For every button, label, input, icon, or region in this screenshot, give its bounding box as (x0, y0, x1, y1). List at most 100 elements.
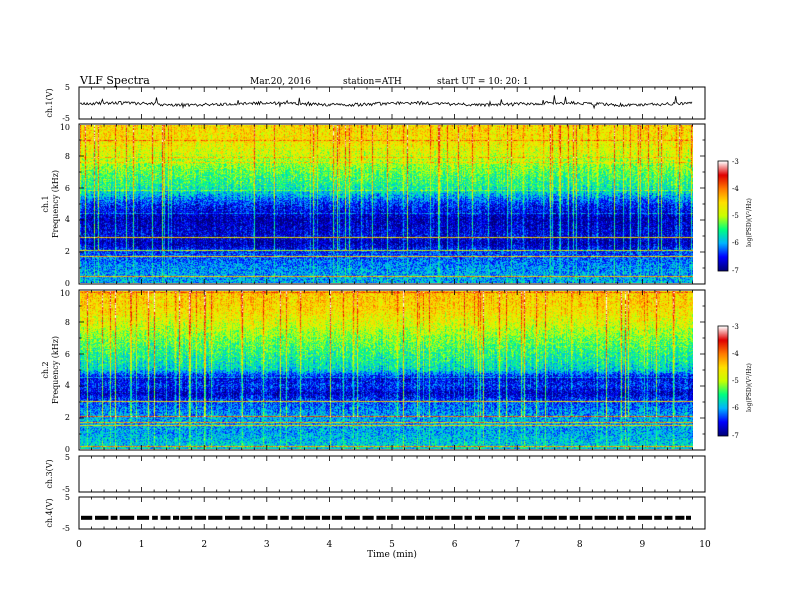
ch1-colorbar-frame (717, 160, 729, 272)
ch4-pulse (608, 515, 616, 520)
ch4-pulse (119, 515, 135, 520)
figure-title: VLF Spectra (79, 74, 150, 87)
ch2-colorbar (718, 326, 728, 436)
ch1-voltage-ylabel: ch.1(V) (45, 88, 54, 117)
ch4-pulse (152, 515, 158, 520)
ch3-ytick-label: -5 (62, 485, 70, 494)
ch4-pulse (321, 515, 331, 520)
ch4-pulse (543, 515, 557, 520)
ch4-pulse (580, 515, 593, 520)
ch4-voltage-ylabel: ch.4(V) (45, 498, 54, 527)
ch4-ytick-label: -5 (62, 524, 70, 533)
x-tick-label: 4 (327, 540, 333, 550)
ch4-pulse (654, 515, 662, 520)
x-tick-label: 3 (264, 540, 270, 550)
ch4-pulse (331, 515, 342, 520)
ch4-pulse (305, 515, 320, 520)
ch4-pulse (569, 515, 579, 520)
ch4-pulse (675, 515, 685, 520)
x-tick-label: 8 (577, 540, 583, 550)
x-tick-label: 5 (389, 540, 395, 550)
ch4-pulse (344, 515, 360, 520)
ch4-pulse (110, 515, 118, 520)
ch3-waveform-frame (78, 455, 706, 493)
ch1-waveform-trace (79, 95, 693, 110)
ch1-freq-ylabel-top: ch.1 (41, 195, 50, 212)
ch4-pulse (617, 515, 624, 520)
ch2-freq-ylabel: Frequency (kHz) (51, 336, 60, 404)
ch4-pulse (137, 515, 150, 520)
ch4-pulse (376, 515, 386, 520)
x-tick-label: 0 (76, 540, 82, 550)
ch1-ytick-label: 5 (65, 83, 70, 92)
ch4-pulse (387, 515, 399, 520)
cbar1-label: log(PSD)(V²/Hz) (746, 198, 753, 247)
spec2-ytick-label: 2 (65, 413, 70, 422)
ch1-ytick-label: -5 (62, 114, 70, 123)
cbar2-tick-label: -3 (732, 323, 739, 331)
x-tick-label: 2 (201, 540, 207, 550)
spec1-ytick-label: 0 (65, 279, 70, 288)
ch4-pulse (252, 515, 265, 520)
ch4-pulse (242, 515, 251, 520)
x-axis-label: Time (min) (367, 549, 417, 560)
cbar1-tick-label: -6 (732, 239, 739, 247)
ch4-ytick-label: 5 (65, 493, 70, 502)
ch4-pulse (280, 515, 289, 520)
spec2-ytick-label: 0 (65, 445, 70, 454)
cbar2-tick-label: -4 (732, 350, 739, 358)
x-tick-label: 6 (452, 540, 458, 550)
figure-start-time: start UT = 10: 20: 1 (437, 77, 529, 87)
cbar2-tick-label: -6 (732, 404, 739, 412)
cbar2-tick-label: -5 (732, 377, 739, 385)
ch4-pulse (502, 515, 515, 520)
ch4-pulse (451, 515, 463, 520)
ch1-colorbar (718, 161, 728, 271)
ch4-pulse (401, 515, 415, 520)
spec2-ytick-label: 6 (65, 350, 70, 359)
ch3-ytick-label: 5 (65, 453, 70, 462)
spec1-ytick-label: 6 (65, 184, 70, 193)
spec2-ytick-label: 8 (65, 318, 70, 327)
ch4-pulse (664, 515, 673, 520)
cbar2-label: log(PSD)(V²/Hz) (746, 363, 753, 412)
ch4-waveform-trace (81, 515, 691, 520)
cbar1-tick-label: -5 (732, 212, 739, 220)
ch4-pulse (464, 515, 472, 520)
cbar2-tick-label: -7 (732, 432, 739, 440)
ch4-pulse (225, 515, 240, 520)
ch4-pulse (638, 515, 653, 520)
axis-ticks (78, 87, 706, 529)
spec1-ytick-label: 8 (65, 152, 70, 161)
ch4-pulse (416, 515, 424, 520)
ch4-pulse (362, 515, 374, 520)
figure-date: Mar.20, 2016 (250, 77, 311, 87)
ch4-pulse (160, 515, 171, 520)
ch4-pulse (558, 515, 567, 520)
ch1-spectrogram (80, 125, 693, 283)
ch4-pulse (594, 515, 608, 520)
ch4-pulse (488, 515, 501, 520)
ch4-pulse (434, 515, 450, 520)
cbar1-tick-label: -3 (732, 158, 739, 166)
ch4-pulse (686, 515, 691, 520)
ch4-pulse (425, 515, 434, 520)
ch4-pulse (180, 515, 193, 520)
spec2-ytick-label: 10 (60, 289, 70, 298)
cbar1-tick-label: -7 (732, 267, 739, 275)
figure-station: station=ATH (343, 77, 402, 87)
spec1-ytick-label: 2 (65, 247, 70, 256)
ch4-pulse (474, 515, 486, 520)
ch1-freq-ylabel: Frequency (kHz) (51, 170, 60, 238)
x-tick-label: 7 (514, 540, 520, 550)
ch4-pulse (527, 515, 543, 520)
spec1-ytick-label: 4 (65, 215, 70, 224)
cbar1-tick-label: -4 (732, 185, 739, 193)
ch4-pulse (291, 515, 304, 520)
ch4-pulse (95, 515, 109, 520)
ch4-pulse (267, 515, 278, 520)
x-tick-label: 1 (139, 540, 145, 550)
x-tick-label: 10 (699, 540, 711, 550)
spec1-ytick-label: 10 (60, 123, 70, 132)
